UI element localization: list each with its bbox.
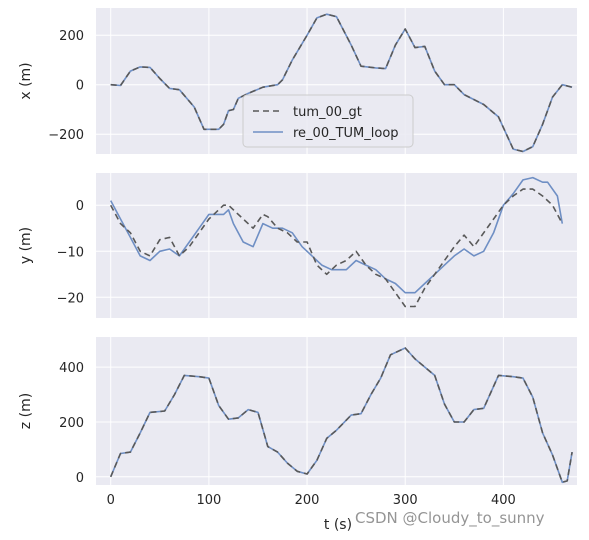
x-axis-label: t (s) <box>324 517 352 533</box>
y-axis-label-y: y (m) <box>18 227 34 264</box>
panel-background-z <box>96 337 577 485</box>
subplot-z: 400 200 0 z (m) <box>18 337 577 486</box>
watermark: CSDN @Cloudy_to_sunny <box>355 509 545 527</box>
y-tick-label-z-0: 0 <box>76 471 84 486</box>
y-tick-label-x-0: 0 <box>76 79 84 94</box>
x-tick-label-300: 300 <box>393 493 418 508</box>
series-line-x-gt <box>110 13 573 153</box>
panel-background-y <box>96 173 577 318</box>
series-line-z-gt <box>109 347 573 484</box>
subplot-y: 0 −10 −20 y (m) <box>18 173 577 318</box>
legend: tum_00_gt re_00_TUM_loop <box>242 94 414 148</box>
x-tick-label-100: 100 <box>196 493 221 508</box>
y-axis-label-x: x (m) <box>18 62 34 99</box>
x-tick-label-0: 0 <box>107 493 115 508</box>
y-tick-label-z-400: 400 <box>59 361 84 376</box>
y-tick-label-y-0: 0 <box>76 199 84 214</box>
series-line-y-loop <box>109 176 564 294</box>
y-tick-label-z-200: 200 <box>59 416 84 431</box>
legend-label-gt: tum_00_gt <box>293 105 362 120</box>
y-axis-label-z: z (m) <box>18 393 34 429</box>
y-tick-label-y--20: −20 <box>57 291 84 306</box>
legend-label-loop: re_00_TUM_loop <box>293 126 399 141</box>
y-tick-label-x--200: −200 <box>48 128 84 143</box>
x-tick-label-400: 400 <box>491 493 516 508</box>
y-tick-label-y--10: −10 <box>57 245 84 260</box>
y-tick-label-x-200: 200 <box>59 29 84 44</box>
legend-box <box>242 94 414 148</box>
x-tick-label-200: 200 <box>295 493 320 508</box>
series-line-y-gt <box>109 188 564 308</box>
plot-panels: 200 0 −200 x (m) 0 −10 −20 y (m) 400 200 0 z (m) 0 10… <box>18 8 577 508</box>
